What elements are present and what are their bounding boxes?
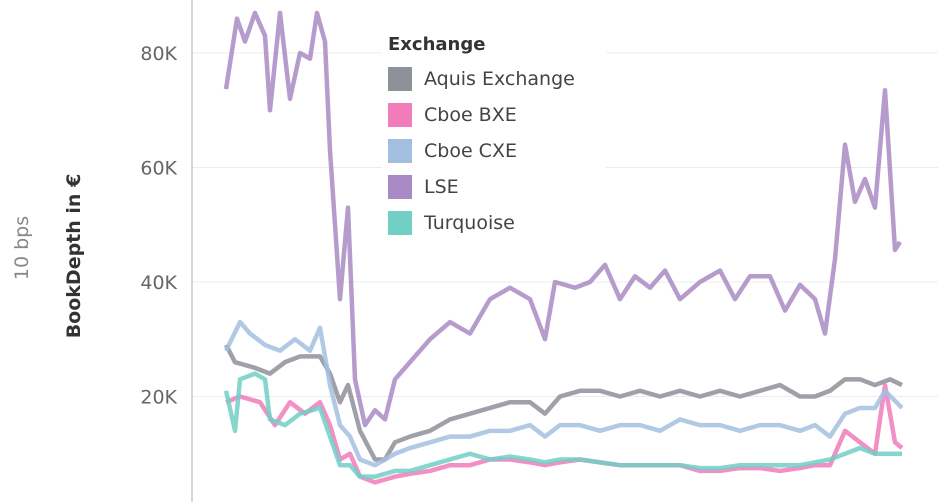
legend-label: Cboe BXE <box>424 104 517 126</box>
legend-label: Cboe CXE <box>424 140 517 162</box>
legend-label: LSE <box>424 176 459 198</box>
legend-item[interactable]: LSE <box>388 169 606 205</box>
legend-swatch <box>388 67 412 91</box>
legend-label: Aquis Exchange <box>424 68 575 90</box>
outer-row-label: 10 bps <box>11 216 33 280</box>
y-tick-label: 60K <box>140 158 177 180</box>
y-tick-label: 80K <box>140 43 177 65</box>
legend: Exchange Aquis Exchange Cboe BXE Cboe CXE L… <box>382 30 606 247</box>
legend-swatch <box>388 139 412 163</box>
legend-swatch <box>388 175 412 199</box>
legend-title: Exchange <box>388 34 486 55</box>
legend-swatch <box>388 211 412 235</box>
legend-label: Turquoise <box>424 212 515 234</box>
series-line-lse <box>223 10 902 428</box>
y-tick-label: 20K <box>140 387 177 409</box>
legend-item[interactable]: Cboe CXE <box>388 133 606 169</box>
legend-swatch <box>388 103 412 127</box>
series-line-turquoise <box>223 371 902 479</box>
legend-item[interactable]: Aquis Exchange <box>388 61 606 97</box>
y-axis-title: BookDepth in € <box>63 174 85 339</box>
series-line-cboe-bxe <box>225 382 904 485</box>
legend-item[interactable]: Cboe BXE <box>388 97 606 133</box>
y-tick-label: 40K <box>140 272 177 294</box>
legend-item[interactable]: Turquoise <box>388 205 606 241</box>
series-line-cboe-cxe <box>223 319 904 468</box>
